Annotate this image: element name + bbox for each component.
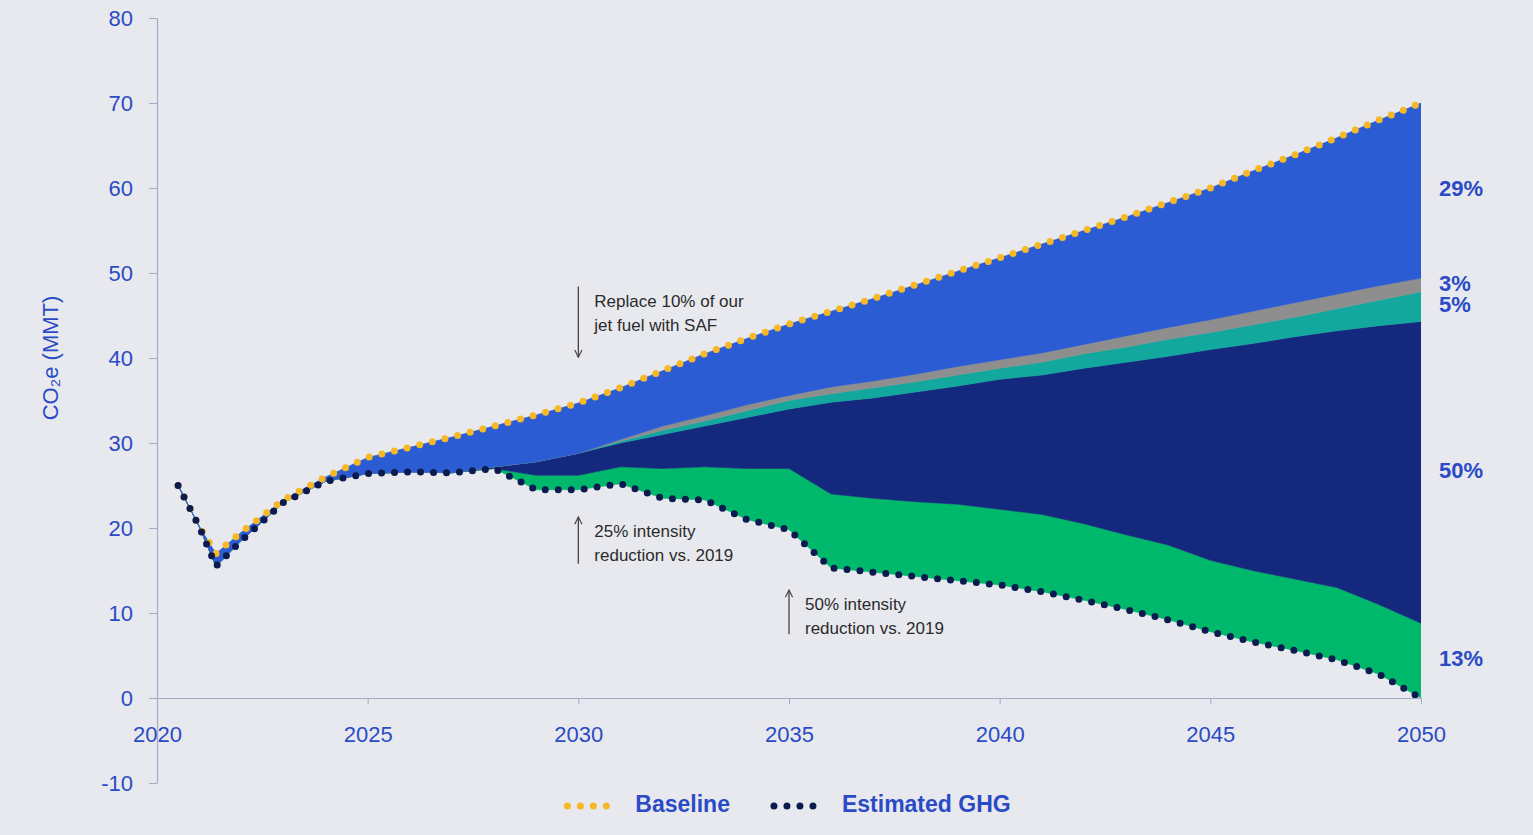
x-axis: 2020 2025 2030 2035 2040 2045 2050: [133, 698, 1446, 747]
y-tick-mark: [149, 613, 157, 614]
y-tick-label: 0: [121, 686, 133, 711]
x-tick: 2025: [344, 698, 393, 747]
y-tick: 40: [109, 346, 157, 371]
annotation-text: reduction vs. 2019: [805, 619, 944, 638]
legend-label: Estimated GHG: [842, 791, 1011, 817]
y-tick: 60: [109, 176, 157, 201]
y-tick: 50: [109, 261, 157, 286]
x-tick-label: 2035: [765, 722, 814, 747]
y-tick-label: 50: [109, 261, 133, 286]
annotation: 50% intensity reduction vs. 2019: [789, 590, 944, 638]
legend-item: Baseline: [567, 791, 730, 817]
annotation: 25% intensity reduction vs. 2019: [578, 517, 733, 565]
legend-item: Estimated GHG: [774, 791, 1011, 817]
y-axis-line: [157, 19, 158, 784]
annotation-text: 25% intensity: [594, 522, 696, 541]
annotation-text: reduction vs. 2019: [594, 546, 733, 565]
x-tick-label: 2045: [1186, 722, 1235, 747]
annotation-text: jet fuel with SAF: [593, 316, 717, 335]
x-tick-mark: [1210, 698, 1211, 704]
line: [178, 469, 1421, 699]
x-tick: 2030: [554, 698, 603, 747]
y-tick-mark: [149, 443, 157, 444]
y-tick-label: 40: [109, 346, 133, 371]
area-label: 50%: [1439, 458, 1483, 483]
y-tick-mark: [149, 273, 157, 274]
chart: -100102030405060708020202025203020352040…: [0, 0, 1533, 835]
y-tick: 10: [109, 601, 157, 626]
x-tick-mark: [578, 698, 579, 704]
annotation-arrow: [578, 517, 579, 564]
area-label: 3%: [1439, 271, 1471, 296]
annotation-text: Replace 10% of our: [594, 292, 744, 311]
y-tick: 80: [109, 6, 157, 31]
x-tick: 2050: [1397, 698, 1446, 747]
x-tick-mark: [1000, 698, 1001, 704]
y-tick-label: 30: [109, 431, 133, 456]
x-tick-label: 2050: [1397, 722, 1446, 747]
annotation: Replace 10% of our jet fuel with SAF: [578, 287, 744, 358]
legend: Baseline Estimated GHG: [567, 791, 1010, 817]
background: [0, 0, 1533, 835]
x-tick-mark: [1421, 698, 1422, 704]
y-axis: -10 0 10 20 30 40 50 60 70 80: [101, 6, 157, 796]
y-tick: 70: [109, 91, 157, 116]
y-tick-mark: [149, 18, 157, 19]
x-tick-label: 2040: [976, 722, 1025, 747]
y-tick: 0: [121, 686, 157, 711]
y-tick-mark: [149, 103, 157, 104]
y-tick-label: 80: [109, 6, 133, 31]
x-tick-label: 2030: [554, 722, 603, 747]
annotation-text: 50% intensity: [805, 595, 907, 614]
legend-marker: [567, 803, 613, 810]
x-tick-mark: [157, 698, 158, 704]
y-tick-mark: [149, 358, 157, 359]
y-axis-title: CO₂e (MMT): [38, 296, 63, 421]
area: [178, 103, 1421, 566]
x-tick-label: 2020: [133, 722, 182, 747]
annotation-arrow: [788, 590, 789, 634]
legend-marker: [774, 803, 820, 810]
y-tick-label: 60: [109, 176, 133, 201]
x-tick: 2035: [765, 698, 814, 747]
y-tick-label: 10: [109, 601, 133, 626]
y-tick-label: -10: [101, 771, 133, 796]
y-tick-mark: [149, 528, 157, 529]
y-tick: 20: [109, 516, 157, 541]
y-tick-mark: [149, 783, 157, 784]
y-tick-label: 20: [109, 516, 133, 541]
x-tick-mark: [789, 698, 790, 704]
annotation-arrow: [578, 287, 579, 358]
legend-label: Baseline: [635, 791, 730, 817]
y-tick-mark: [149, 698, 157, 699]
area-label: 13%: [1439, 646, 1483, 671]
y-tick: 30: [109, 431, 157, 456]
y-tick-mark: [149, 188, 157, 189]
area-label: 5%: [1439, 292, 1471, 317]
line: [178, 103, 1421, 554]
x-tick-label: 2025: [344, 722, 393, 747]
y-tick: -10: [101, 771, 157, 796]
y-tick-label: 70: [109, 91, 133, 116]
x-tick-mark: [368, 698, 369, 704]
x-tick: 2040: [976, 698, 1025, 747]
area-label: 29%: [1439, 176, 1483, 201]
plot-area: [178, 103, 1421, 698]
x-tick: 2020: [133, 698, 182, 747]
x-tick: 2045: [1186, 698, 1235, 747]
